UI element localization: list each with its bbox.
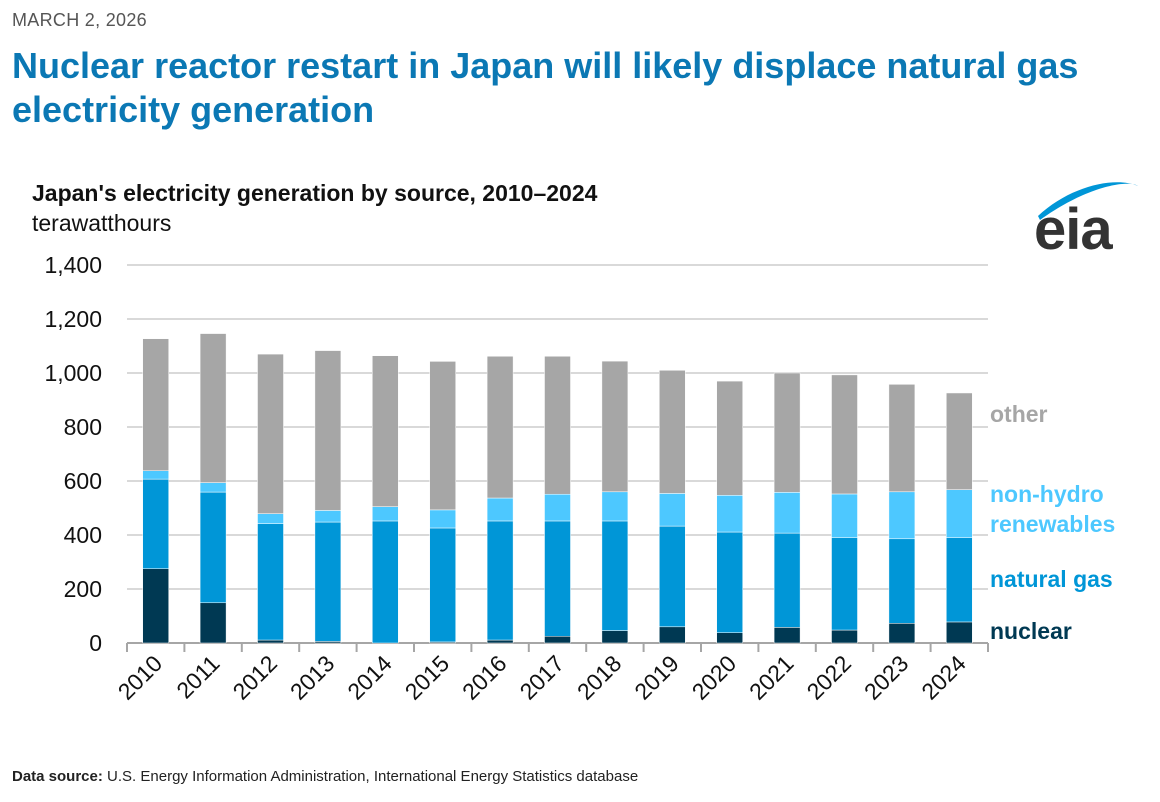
bar-natural-gas-2019	[659, 525, 686, 628]
bar-nuclear-2019	[659, 626, 686, 644]
bar-non-hydro-renewables-2011	[199, 482, 227, 493]
x-tick-label: 2020	[687, 650, 742, 705]
bar-nuclear-2017	[544, 636, 571, 644]
x-tick-label: 2014	[342, 650, 397, 705]
bar-natural-gas-2010	[142, 478, 169, 569]
bar-natural-gas-2022	[831, 537, 858, 631]
bar-natural-gas-2023	[888, 538, 916, 624]
x-tick-label: 2023	[859, 650, 914, 705]
bar-non-hydro-renewables-2010	[142, 470, 169, 480]
bar-natural-gas-2017	[544, 520, 571, 637]
x-tick-label: 2016	[457, 650, 512, 705]
bar-non-hydro-renewables-2017	[544, 493, 571, 522]
legend-label-nuclear: nuclear	[990, 618, 1072, 644]
bar-other-2011	[199, 333, 227, 483]
bar-other-2024	[946, 392, 973, 490]
bar-other-2020	[716, 380, 743, 496]
bar-nuclear-2018	[601, 630, 629, 644]
y-tick-label: 400	[64, 522, 102, 548]
y-axis-label: terawatthours	[32, 210, 172, 236]
bar-natural-gas-2020	[716, 531, 743, 633]
y-tick-label: 1,000	[44, 360, 102, 386]
x-tick-label: 2015	[400, 650, 455, 705]
bar-natural-gas-2024	[946, 537, 973, 623]
y-tick-label: 600	[64, 468, 102, 494]
y-tick-label: 1,400	[44, 252, 102, 278]
legend-label-other: other	[990, 401, 1048, 427]
bar-other-2014	[372, 355, 399, 507]
bar-non-hydro-renewables-2014	[372, 506, 399, 522]
x-tick-label: 2022	[801, 650, 856, 705]
bar-other-2022	[831, 374, 858, 495]
bar-natural-gas-2013	[314, 521, 342, 642]
bar-other-2013	[314, 350, 342, 511]
bar-natural-gas-2016	[486, 520, 514, 641]
logo-swoosh-icon	[1038, 182, 1138, 220]
bar-nuclear-2011	[199, 602, 227, 644]
chart-title: Japan's electricity generation by source…	[32, 180, 598, 206]
bar-non-hydro-renewables-2015	[429, 509, 456, 529]
legend-label-natural-gas: natural gas	[990, 566, 1113, 592]
bar-non-hydro-renewables-2019	[659, 493, 686, 527]
bar-non-hydro-renewables-2012	[257, 513, 284, 524]
bar-other-2018	[601, 360, 629, 493]
y-tick-label: 0	[89, 630, 102, 656]
bar-other-2015	[429, 361, 456, 511]
bar-non-hydro-renewables-2021	[773, 492, 801, 534]
bar-other-2019	[659, 370, 686, 494]
bar-natural-gas-2012	[257, 523, 284, 641]
source-label: Data source:	[12, 768, 103, 785]
bar-non-hydro-renewables-2016	[486, 497, 514, 522]
data-source: Data source: U.S. Energy Information Adm…	[12, 768, 638, 785]
bar-natural-gas-2015	[429, 527, 456, 643]
x-tick-label: 2013	[285, 650, 340, 705]
bar-non-hydro-renewables-2022	[831, 493, 858, 538]
legend-label-non-hydro-renewables: renewables	[990, 511, 1115, 537]
bar-other-2017	[544, 356, 571, 495]
bar-nuclear-2012	[257, 639, 284, 644]
logo-text: eia	[1034, 197, 1113, 262]
y-tick-label: 1,200	[44, 306, 102, 332]
y-tick-label: 800	[64, 414, 102, 440]
bar-non-hydro-renewables-2013	[314, 510, 342, 523]
source-text: U.S. Energy Information Administration, …	[107, 768, 639, 785]
bar-other-2016	[486, 356, 514, 499]
bar-non-hydro-renewables-2020	[716, 495, 743, 533]
bar-other-2012	[257, 353, 284, 514]
bar-nuclear-2021	[773, 627, 801, 644]
bar-non-hydro-renewables-2018	[601, 491, 629, 522]
page-title: Nuclear reactor restart in Japan will li…	[12, 45, 1079, 130]
bar-nuclear-2022	[831, 629, 858, 644]
x-tick-label: 2017	[514, 650, 569, 705]
y-tick-label: 200	[64, 576, 102, 602]
bar-nuclear-2010	[142, 568, 169, 644]
bar-natural-gas-2018	[601, 520, 629, 631]
bar-non-hydro-renewables-2024	[946, 489, 973, 538]
x-tick-label: 2021	[744, 650, 799, 705]
eia-logo: eia	[1030, 176, 1145, 266]
publication-date: MARCH 2, 2026	[12, 10, 147, 30]
bar-natural-gas-2021	[773, 532, 801, 628]
legend-label-non-hydro-renewables: non-hydro	[990, 481, 1104, 507]
bar-other-2023	[888, 384, 916, 493]
x-tick-label: 2018	[572, 650, 627, 705]
bar-nuclear-2016	[486, 639, 514, 644]
x-tick-label: 2019	[629, 650, 684, 705]
bar-nuclear-2023	[888, 623, 916, 644]
bar-other-2021	[773, 372, 801, 493]
bar-nuclear-2020	[716, 632, 743, 644]
bar-nuclear-2024	[946, 621, 973, 644]
x-tick-label: 2010	[113, 650, 168, 705]
x-tick-label: 2012	[227, 650, 282, 705]
bar-natural-gas-2014	[372, 520, 399, 644]
bar-natural-gas-2011	[199, 491, 227, 604]
x-tick-label: 2024	[916, 650, 971, 705]
x-tick-label: 2011	[171, 650, 224, 703]
bar-non-hydro-renewables-2023	[888, 491, 916, 540]
bar-other-2010	[142, 338, 169, 471]
